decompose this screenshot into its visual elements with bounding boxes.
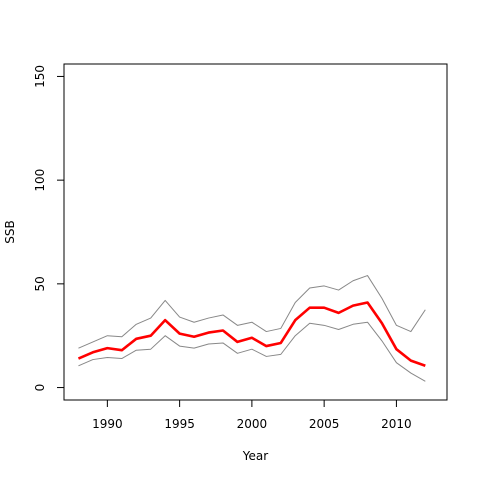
series-line-bound-1	[78, 275, 426, 349]
x-tick-label: 1990	[92, 417, 123, 431]
series-layer	[77, 275, 426, 382]
x-tick-label: 2010	[381, 417, 412, 431]
x-tick-label: 1995	[164, 417, 195, 431]
y-axis: 0 50 100 150	[33, 65, 64, 391]
x-axis-title: Year	[242, 449, 268, 463]
x-tick-label: 2000	[237, 417, 268, 431]
y-tick-label: 100	[33, 169, 47, 192]
plot-frame	[63, 63, 448, 401]
series-line-bound-2	[78, 321, 426, 382]
x-axis: 1990 1995 2000 2005 2010	[92, 400, 412, 431]
y-tick-label: 0	[33, 384, 47, 392]
y-axis-title: SSB	[3, 220, 17, 243]
series-line-main	[77, 301, 426, 368]
y-tick-label: 50	[33, 276, 47, 291]
y-tick-label: 150	[33, 65, 47, 88]
x-tick-label: 2005	[309, 417, 340, 431]
